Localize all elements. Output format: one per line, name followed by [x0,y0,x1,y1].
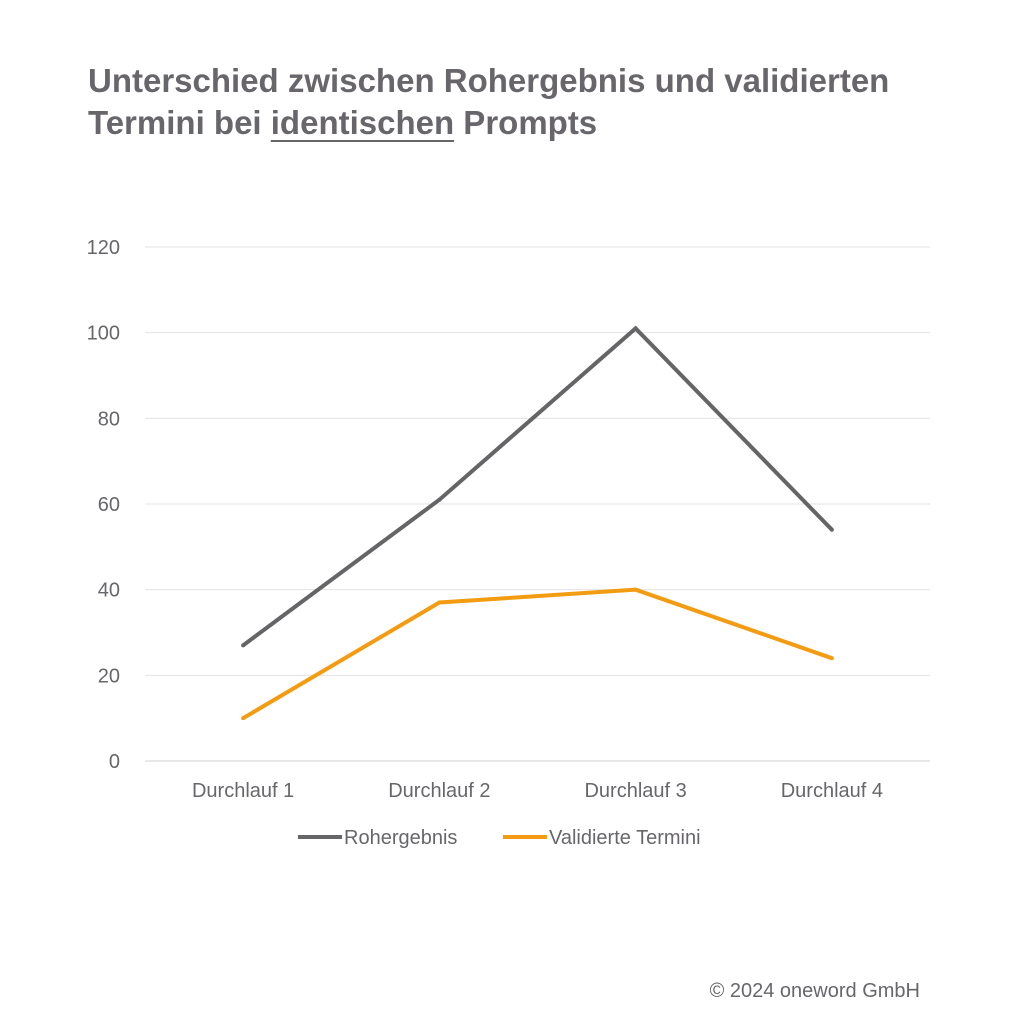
legend-label-2: Validierte Termini [549,827,701,849]
series-line-2 [242,587,833,720]
copyright-text: © 2024 oneword GmbH [709,980,920,1002]
y-tick-label: 120 [87,237,120,259]
y-tick-label: 60 [98,494,120,516]
title-part-1: Unterschied zwischen Rohergebnis und val… [88,62,890,141]
legend: Rohergebnis Validierte Termini [298,827,701,849]
data-point [437,497,442,502]
title-underlined-word: identischen [270,104,455,141]
gridlines [145,246,930,762]
y-tick-label: 40 [98,580,120,602]
data-point [633,587,638,592]
chart-title: Unterschied zwischen Rohergebnis und val… [88,60,948,144]
data-point [633,326,638,331]
x-tick-label: Durchlauf 1 [192,780,294,802]
data-point [437,600,442,605]
y-tick-label: 20 [98,665,120,687]
data-point [829,656,834,661]
data-point [241,716,246,721]
series-line-1 [241,325,834,647]
x-tick-label: Durchlauf 3 [584,780,686,802]
y-tick-label: 0 [109,751,120,773]
data-point [241,643,246,648]
x-axis-ticks: Durchlauf 1 Durchlauf 2 Durchlauf 3 Durchla… [192,780,883,802]
data-point [829,527,834,532]
title-part-3: Prompts [454,104,598,141]
series-lines [241,325,834,721]
legend-label-1: Rohergebnis [344,827,457,849]
x-tick-label: Durchlauf 2 [388,780,490,802]
y-tick-label: 100 [87,323,120,345]
x-tick-label: Durchlauf 4 [781,780,883,802]
y-axis-ticks: 0 20 40 60 80 100 120 [87,237,120,773]
y-tick-label: 80 [98,408,120,430]
